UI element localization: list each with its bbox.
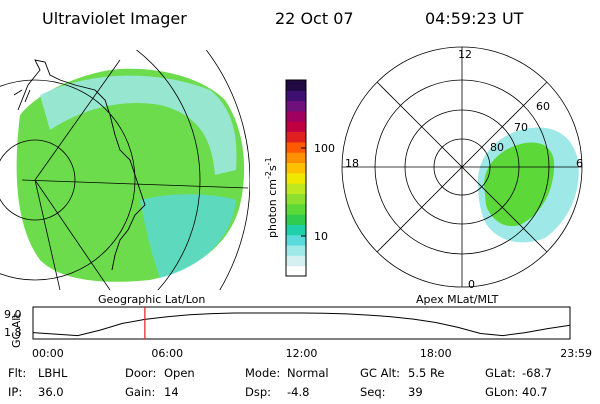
colorbar-segment — [286, 131, 306, 143]
mlat-label-60: 60 — [536, 100, 550, 113]
altitude-xtick-label: 12:00 — [286, 347, 318, 360]
footer-label: IP: — [8, 385, 22, 399]
header-time: 04:59:23 UT — [425, 9, 524, 28]
footer-label: Gain: — [125, 385, 155, 399]
colorbar-tick-label: 100 — [314, 142, 335, 155]
colorbar-segment — [286, 193, 306, 205]
altitude-xtick-label: 06:00 — [151, 347, 183, 360]
footer-label: GLon: — [485, 385, 518, 399]
coastline — [13, 59, 146, 271]
right-map-label: Apex MLat/MLT — [416, 293, 499, 306]
colorbar-segment — [286, 100, 306, 112]
left-map-label: Geographic Lat/Lon — [98, 293, 205, 306]
altitude-ytick-bottom: 1.8 — [4, 326, 22, 339]
mlt-label-18: 18 — [345, 157, 359, 170]
mlt-label-12: 12 — [458, 48, 472, 61]
footer-label: Seq: — [360, 385, 386, 399]
polar-map — [341, 46, 583, 288]
colorbar-segment — [286, 110, 306, 122]
colorbar-segment — [286, 152, 306, 164]
colorbar-segment — [286, 234, 306, 246]
colorbar-segment — [286, 121, 306, 133]
mlt-label-0: 0 — [468, 278, 475, 291]
altitude-xticks: 00:00 06:00 12:00 18:00 23:59 — [32, 347, 592, 360]
colorbar-segment — [286, 224, 306, 236]
footer-value: 5.5 Re — [408, 366, 445, 380]
lat-lon-grid — [0, 50, 250, 290]
footer-value: 14 — [164, 385, 179, 399]
altitude-plot-frame — [32, 306, 571, 340]
footer-label: GLat: — [485, 366, 516, 380]
footer-label: Mode: — [245, 366, 280, 380]
footer-label: Dsp: — [245, 385, 271, 399]
colorbar-tick-label: 10 — [314, 230, 328, 243]
colorbar-segment — [286, 80, 306, 91]
footer-value: 40.7 — [522, 385, 548, 399]
colorbar-segment — [286, 265, 306, 277]
footer-value: Normal — [287, 366, 329, 380]
mlat-label-70: 70 — [514, 121, 528, 134]
colorbar-segment — [286, 183, 306, 194]
mlat-label-80: 80 — [490, 141, 504, 154]
footer-value: 36.0 — [38, 385, 64, 399]
footer-label: Door: — [125, 366, 156, 380]
colorbar-ticks: 100 10 — [301, 142, 335, 243]
colorbar-segment — [286, 255, 306, 267]
footer-value: -68.7 — [522, 366, 552, 380]
colorbar-segment — [286, 172, 306, 184]
geographic-map — [0, 50, 250, 290]
colorbar-segment — [286, 245, 306, 256]
footer-value: Open — [164, 366, 195, 380]
header-date: 22 Oct 07 — [275, 9, 354, 28]
footer-value: LBHL — [38, 366, 68, 380]
colorbar-segment — [286, 141, 306, 153]
colorbar — [285, 79, 307, 277]
colorbar-segment — [286, 214, 306, 225]
colorbar-segment — [286, 162, 306, 174]
mlt-label-6: 6 — [576, 157, 583, 170]
header-title: Ultraviolet Imager — [42, 9, 187, 28]
colorbar-frame — [285, 79, 307, 277]
left-auroral-lower-band — [140, 194, 236, 278]
left-auroral-cyan-band — [40, 75, 237, 175]
footer-value: -4.8 — [287, 385, 309, 399]
altitude-ylabel: GC Alt — [10, 313, 23, 348]
altitude-xtick-label: 18:00 — [420, 347, 452, 360]
footer-status: Flt: LBHL Door: Open Mode: Normal GC Alt: 5.5 R… — [8, 366, 552, 399]
altitude-xtick-label: 00:00 — [32, 347, 64, 360]
footer-value: 39 — [408, 385, 423, 399]
colorbar-segment — [286, 90, 306, 102]
altitude-ytick-top: 9.0 — [4, 308, 22, 321]
footer-label: Flt: — [8, 366, 26, 380]
footer-label: GC Alt: — [360, 366, 400, 380]
right-auroral-core — [484, 142, 555, 227]
altitude-xtick-label: 23:59 — [560, 347, 592, 360]
colorbar-segment — [286, 203, 306, 215]
altitude-curve — [32, 312, 571, 337]
colorbar-unit: photon cm-2s-1 — [264, 157, 279, 238]
